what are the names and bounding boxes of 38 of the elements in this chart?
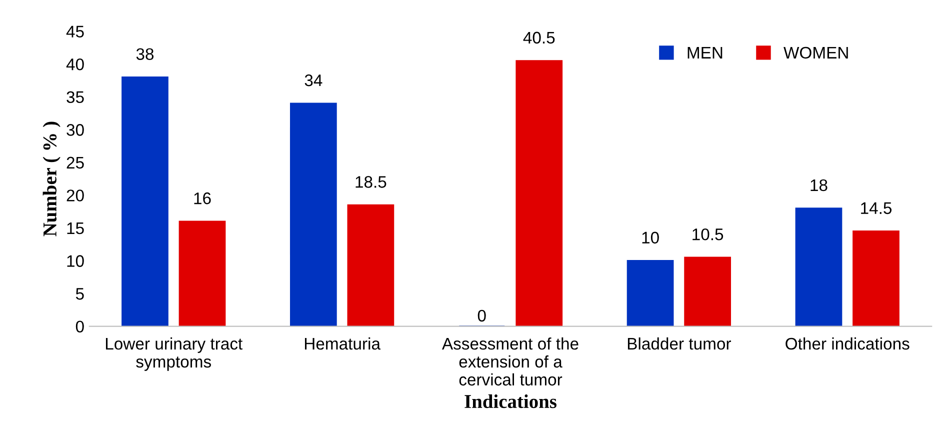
y-tick-label: 45 (66, 26, 84, 38)
data-label: 14.5 (861, 202, 892, 214)
data-label: 10 (642, 232, 659, 244)
bar (290, 102, 337, 326)
bar (516, 60, 563, 326)
x-tick-label: Hematuria (304, 337, 380, 350)
bar (122, 76, 168, 326)
y-axis-title: Number ( % ) (42, 122, 60, 236)
x-tick-label: Other indications (786, 337, 910, 350)
y-tick-label: 35 (66, 91, 84, 104)
data-label: 18 (810, 179, 828, 192)
legend-label: WOMEN (784, 46, 848, 59)
y-tick-label: 20 (66, 190, 84, 202)
y-tick-label: 30 (66, 124, 84, 136)
data-label: 34 (304, 74, 322, 86)
bar (178, 220, 226, 326)
x-axis-title: Indications (464, 394, 556, 408)
bar (795, 208, 842, 326)
bar (684, 256, 731, 326)
data-label: 40.5 (523, 32, 555, 44)
data-label: 38 (136, 48, 154, 60)
x-tick-label: Lower urinary tract symptoms (106, 337, 243, 371)
y-tick-label: 15 (67, 222, 84, 234)
x-tick-label: Bladder tumor (628, 337, 731, 350)
data-label: 0 (478, 310, 486, 322)
bar (347, 204, 394, 326)
legend-label: MEN (688, 46, 722, 58)
y-tick-label: 25 (66, 156, 84, 169)
data-label: 16 (194, 192, 211, 204)
bar (852, 230, 900, 326)
y-tick-label: 40 (66, 58, 84, 70)
data-label: 10.5 (692, 228, 724, 240)
x-tick-label: Assessment of the extension of a cervical tumor (442, 337, 578, 386)
y-tick-label: 10 (67, 255, 84, 267)
bar (626, 260, 674, 326)
data-label: 18.5 (356, 176, 386, 188)
y-tick-label: 0 (76, 320, 84, 333)
y-tick-label: 5 (76, 288, 84, 300)
